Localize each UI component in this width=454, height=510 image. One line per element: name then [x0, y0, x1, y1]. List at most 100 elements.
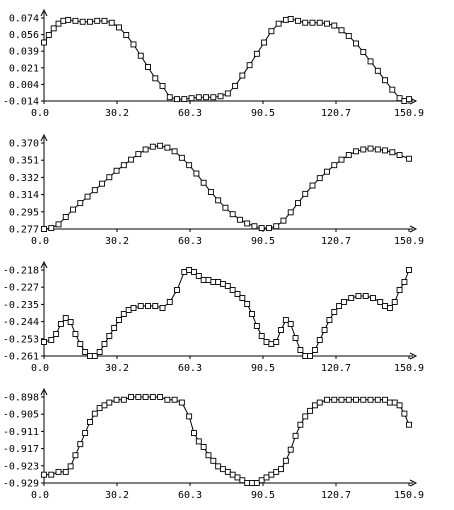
x-tick-label: 30.2: [105, 490, 129, 501]
data-point: [331, 22, 338, 29]
data-point: [220, 466, 226, 473]
data-point: [374, 146, 381, 153]
y-tick-label: -0.218: [3, 266, 39, 277]
data-point: [91, 187, 98, 194]
data-point: [166, 94, 173, 101]
data-point: [229, 211, 236, 218]
data-point: [77, 341, 84, 347]
data-point: [386, 305, 393, 311]
x-tick-label: 150.9: [394, 363, 424, 374]
y-axis-arrow-icon: [40, 260, 48, 269]
y-tick-label: -0.014: [3, 97, 39, 108]
y-tick-label: -0.929: [3, 479, 39, 490]
data-point: [302, 353, 309, 359]
data-point: [116, 317, 122, 323]
data-point: [48, 471, 55, 478]
x-tick-label: 90.5: [251, 490, 275, 501]
data-point: [282, 317, 289, 323]
data-point: [321, 327, 328, 333]
data-point: [157, 142, 164, 149]
data-point: [236, 216, 243, 223]
data-point: [253, 480, 260, 486]
data-point: [72, 17, 79, 24]
y-tick-label: -0.261: [3, 352, 39, 363]
data-point: [234, 291, 241, 297]
y-axis-arrow-icon: [40, 133, 48, 142]
data-point: [389, 86, 396, 93]
data-point: [396, 402, 403, 409]
data-point: [309, 19, 316, 26]
data-point: [128, 156, 135, 163]
data-point: [106, 174, 113, 181]
data-point: [239, 477, 246, 484]
x-tick-label: 90.5: [251, 108, 275, 119]
data-point: [41, 471, 47, 478]
x-tick-label: 30.2: [105, 236, 129, 247]
data-point: [174, 287, 180, 293]
data-point: [195, 94, 202, 101]
data-point: [72, 331, 79, 337]
data-point: [135, 151, 142, 158]
data-point: [157, 394, 164, 400]
data-point: [396, 287, 403, 293]
data-point: [79, 18, 86, 25]
data-point: [67, 319, 74, 325]
data-point: [258, 225, 265, 232]
x-axis-arrow-icon: [409, 97, 418, 105]
data-point: [348, 295, 355, 301]
data-point: [145, 64, 151, 71]
data-point: [406, 267, 412, 273]
data-point: [275, 20, 282, 27]
y-tick-label: -0.235: [3, 300, 39, 311]
data-point: [382, 147, 388, 154]
data-point: [101, 341, 108, 347]
data-point: [178, 154, 185, 161]
data-point: [258, 477, 265, 484]
data-point: [205, 277, 212, 283]
data-point: [360, 49, 367, 55]
data-point: [331, 309, 338, 315]
data-point: [145, 303, 151, 309]
data-point: [142, 394, 149, 400]
y-tick-label: -0.227: [3, 283, 39, 294]
data-point: [135, 394, 142, 400]
data-point: [302, 19, 309, 26]
y-tick-label: 0.056: [9, 30, 39, 41]
data-point: [159, 82, 166, 89]
x-tick-label: 150.9: [394, 236, 424, 247]
data-point: [311, 402, 318, 409]
data-point: [273, 339, 280, 345]
data-point: [99, 180, 106, 187]
data-point: [65, 16, 72, 23]
series-line: [43, 145, 410, 230]
data-point: [406, 155, 412, 162]
data-point: [67, 463, 74, 470]
data-point: [249, 480, 255, 486]
data-point: [338, 27, 345, 34]
data-point: [164, 144, 171, 151]
data-point: [149, 143, 156, 150]
data-point: [125, 307, 132, 313]
data-point: [224, 90, 231, 97]
data-point: [159, 305, 166, 311]
data-point: [188, 95, 195, 102]
data-point: [295, 17, 301, 24]
data-point: [82, 430, 89, 437]
data-point: [229, 287, 236, 293]
x-tick-label: 0.0: [31, 363, 49, 374]
data-point: [41, 39, 47, 46]
data-point: [130, 41, 137, 48]
data-point: [324, 168, 330, 175]
data-point: [48, 337, 55, 343]
data-point: [215, 279, 222, 285]
data-point: [91, 353, 98, 359]
data-point: [166, 299, 173, 305]
data-point: [377, 299, 384, 305]
data-point: [316, 399, 323, 406]
x-tick-label: 90.5: [251, 363, 275, 374]
data-point: [60, 17, 67, 24]
data-point: [91, 410, 98, 417]
data-point: [326, 317, 333, 323]
